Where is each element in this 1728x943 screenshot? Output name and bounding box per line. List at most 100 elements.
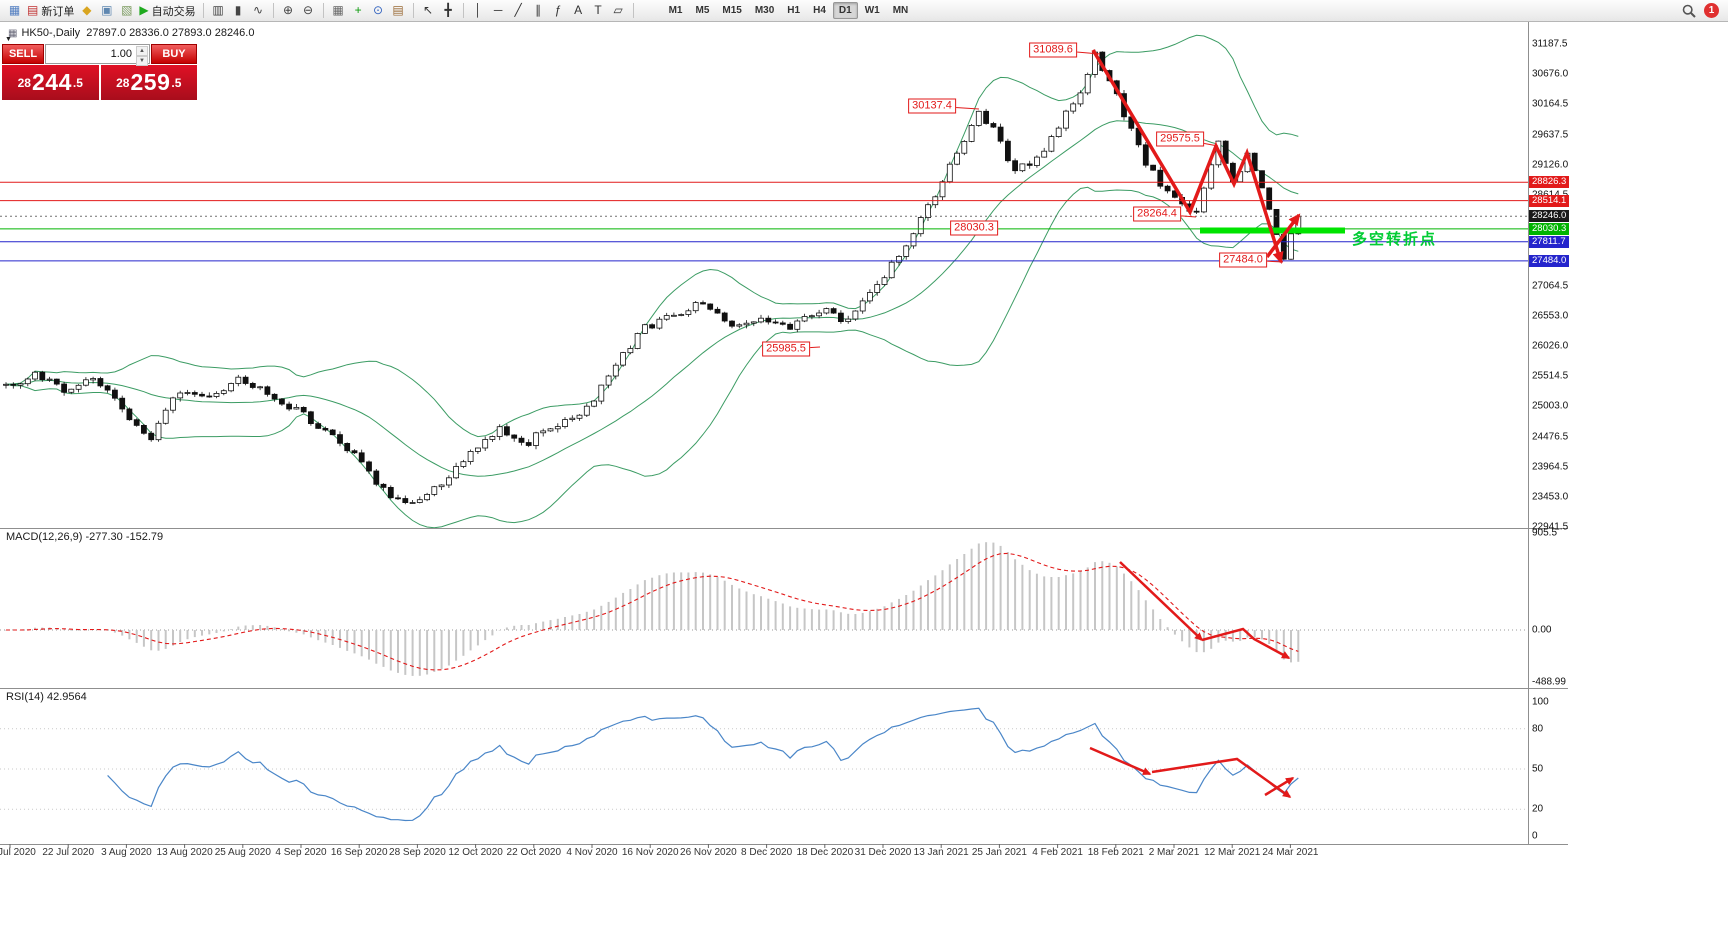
toolbar-separator [272, 3, 274, 18]
zoom-in-button[interactable]: ⊕ [279, 1, 298, 20]
metaeditor-icon: ◆ [82, 3, 92, 17]
price-callout[interactable]: 29575.5 [1156, 131, 1204, 147]
notification-badge[interactable]: 1 [1704, 3, 1719, 18]
timeframe-mn[interactable]: MN [892, 5, 909, 16]
volume-spinner[interactable]: ▲ ▼ [136, 46, 148, 66]
navigator-icon: ▧ [121, 3, 133, 17]
autotrading-icon: ▶ [139, 3, 149, 17]
price-digits: 28 [116, 75, 130, 90]
cursor-button[interactable]: ↖ [419, 1, 438, 20]
horizontal-line-button[interactable]: ─ [489, 1, 508, 20]
toolbar-separator [632, 3, 634, 18]
new-chart-button[interactable]: ▦ [5, 1, 24, 20]
crosshair-button[interactable]: ╋ [439, 1, 458, 20]
zoom-out-button[interactable]: ⊖ [299, 1, 318, 20]
line-chart-button[interactable]: ∿ [249, 1, 268, 20]
text-button[interactable]: A [569, 1, 588, 20]
autotrading-button[interactable]: ▶ 自动交易 [137, 1, 197, 20]
price-callout[interactable]: 25985.5 [762, 341, 810, 357]
price-callout[interactable]: 28264.4 [1133, 206, 1181, 222]
timeframe-m15[interactable]: M15 [722, 5, 742, 16]
fibonacci-button[interactable]: ƒ [549, 1, 568, 20]
sell-price[interactable]: 28 244.5 [2, 65, 99, 100]
crosshair-icon: ╋ [444, 3, 452, 17]
timeframe-m5[interactable]: M5 [695, 5, 710, 16]
search-button[interactable] [1679, 1, 1698, 20]
sell-button[interactable]: SELL [2, 44, 44, 64]
bar-chart-icon: ▥ [212, 3, 224, 17]
toolbar-separator [412, 3, 414, 18]
trendline-button[interactable]: ╱ [509, 1, 528, 20]
vertical-line-button[interactable]: │ [469, 1, 488, 20]
buy-button[interactable]: BUY [151, 44, 197, 64]
periods-icon: ⊙ [373, 3, 384, 17]
timeframe-m30[interactable]: M30 [754, 5, 775, 16]
volume-up-icon[interactable]: ▲ [136, 46, 148, 56]
price-callout[interactable]: 31089.6 [1029, 42, 1077, 58]
channel-button[interactable]: ∥ [529, 1, 548, 20]
candlestick-chart-button[interactable]: ▮ [229, 1, 248, 20]
chart-icon: ▦ [8, 27, 18, 39]
price-callout[interactable]: 28030.3 [950, 220, 998, 236]
navigator-button[interactable]: ▧ [117, 1, 136, 20]
candlestick-chart-icon: ▮ [234, 3, 242, 17]
toolbar-separator [322, 3, 324, 18]
add-indicator-button[interactable]: + [349, 1, 368, 20]
buy-price[interactable]: 28 259.5 [100, 65, 197, 100]
volume-down-icon[interactable]: ▼ [136, 56, 148, 66]
main-toolbar: ▦ ▤ 新订单 ◆ ▣ ▧ ▶ 自动交易 ▥ ▮ ∿ ⊕ ⊖ ▦ + ⊙ ▤ ↖ ╋ │ ─ ╱ ∥ ƒ A T ▱ M1 M5 M15… [0, 0, 1728, 22]
autotrading-button-label: 自动交易 [151, 5, 196, 18]
timeframe-m1[interactable]: M1 [668, 5, 683, 16]
chart-symbol-info: ▦ HK50-,Daily 27897.0 28336.0 27893.0 28… [8, 27, 254, 39]
shapes-icon: ▱ [613, 3, 623, 17]
new-chart-icon: ▦ [8, 3, 21, 17]
one-click-collapse-icon[interactable]: ▼ [5, 36, 12, 43]
toolbar-icon-group: ▦ ▤ 新订单 ◆ ▣ ▧ ▶ 自动交易 ▥ ▮ ∿ ⊕ ⊖ ▦ + ⊙ ▤ ↖ ╋ │ ─ ╱ ∥ ƒ A T ▱ [5, 1, 638, 20]
volume-input[interactable]: 1.00 ▲ ▼ [45, 44, 150, 66]
shapes-button[interactable]: ▱ [609, 1, 628, 20]
timeframe-h4[interactable]: H4 [813, 5, 826, 16]
toolbar-separator [202, 3, 204, 18]
template-button[interactable]: ▤ [389, 1, 408, 20]
toolbar-right-group: 1 [1679, 1, 1723, 20]
data-window-button[interactable]: ▣ [97, 1, 116, 20]
label-icon: T [594, 3, 602, 17]
price-digits: 28 [17, 75, 31, 90]
search-icon [1682, 4, 1696, 18]
add-indicator-icon: + [354, 3, 362, 17]
rsi-indicator-label: RSI(14) 42.9564 [6, 691, 87, 703]
ohlc-readout: HK50-,Daily 27897.0 28336.0 27893.0 2824… [21, 27, 255, 39]
price-digits: 259 [130, 69, 171, 95]
price-digits: 244 [31, 69, 72, 95]
label-button[interactable]: T [589, 1, 608, 20]
chart-annotation-text: 多空转折点 [1352, 231, 1438, 248]
price-digits: .5 [72, 75, 83, 90]
tile-windows-icon: ▦ [332, 3, 344, 17]
periods-button[interactable]: ⊙ [369, 1, 388, 20]
price-digits: .5 [171, 75, 182, 90]
new-order-button-label: 新订单 [41, 5, 75, 18]
macd-indicator-label: MACD(12,26,9) -277.30 -152.79 [6, 531, 164, 543]
price-callout[interactable]: 27484.0 [1219, 252, 1267, 268]
tile-windows-button[interactable]: ▦ [329, 1, 348, 20]
line-chart-icon: ∿ [253, 3, 264, 17]
trendline-icon: ╱ [514, 3, 522, 17]
volume-value: 1.00 [110, 48, 132, 60]
fibonacci-icon: ƒ [554, 3, 562, 17]
data-window-icon: ▣ [101, 3, 113, 17]
timeframe-h1[interactable]: H1 [787, 5, 801, 16]
price-callout[interactable]: 30137.4 [908, 98, 956, 114]
one-click-trading-widget: SELL 1.00 ▲ ▼ BUY 28 244.5 28 259.5 [2, 44, 197, 100]
metaeditor-button[interactable]: ◆ [77, 1, 96, 20]
zoom-out-icon: ⊖ [303, 3, 314, 17]
timeframe-d1[interactable]: D1 [832, 2, 858, 19]
new-order-button[interactable]: ▤ 新订单 [25, 1, 76, 20]
new-order-icon: ▤ [27, 3, 39, 17]
timeframe-w1[interactable]: W1 [864, 5, 880, 16]
bar-chart-button[interactable]: ▥ [209, 1, 228, 20]
channel-icon: ∥ [535, 3, 542, 17]
toolbar-separator [462, 3, 464, 18]
timeframe-toolbar: M1 M5 M15 M30 H1 H4 D1 W1 MN [663, 2, 915, 19]
